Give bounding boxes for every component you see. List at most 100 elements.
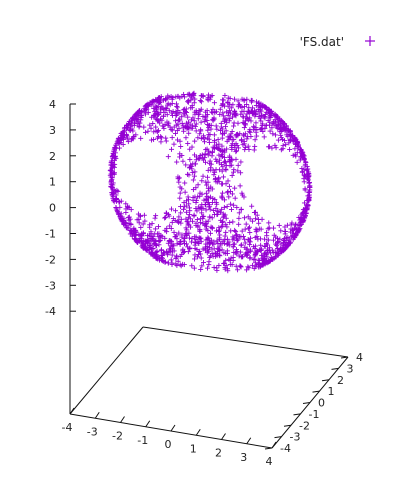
data-point [220,181,225,186]
data-point [150,221,155,226]
z-tick-labels: 43210-1-2-3-4 [45,98,76,318]
data-point [205,128,210,133]
data-point [230,219,235,224]
x-tick-label: 1 [190,442,197,455]
x-tick-mark [171,425,175,431]
data-point [169,127,174,132]
data-point [233,157,238,162]
x-tick-label: -2 [112,430,123,443]
data-point [204,191,209,196]
data-point [183,135,188,140]
data-point [212,132,217,137]
data-point [206,262,211,267]
data-point [235,238,240,243]
data-point [201,174,206,179]
data-point [233,196,238,201]
data-point [180,159,185,164]
data-point [242,215,247,220]
data-point [178,144,183,149]
data-point [209,225,214,230]
data-point [169,147,174,152]
data-point [272,143,277,148]
data-point [198,98,203,103]
x-tick-label: -3 [87,425,98,438]
data-point [253,120,258,125]
x-tick-labels: -4 -3 -2 -1 0 1 2 3 4 [62,408,276,468]
data-point [192,97,197,102]
data-point [208,207,213,212]
data-point [156,242,161,247]
data-point [192,266,197,271]
data-point [186,131,191,136]
data-points [108,91,313,273]
x-tick-mark [121,417,125,423]
data-point [142,213,147,218]
data-point [227,184,232,189]
y-tick-label: -3 [290,431,301,444]
x-tick-label: 2 [215,447,222,460]
data-point [198,128,203,133]
data-point [225,189,230,194]
data-point [236,222,241,227]
x-tick-label: 4 [266,455,273,468]
data-point [271,226,276,231]
data-point [147,222,152,227]
y-tick-mark [265,448,272,449]
data-point [138,225,143,230]
data-point [117,146,122,151]
data-point [236,216,241,221]
data-point [141,125,146,130]
data-point [287,147,292,152]
data-point [175,105,180,110]
data-point [178,204,183,209]
data-point [245,264,250,269]
data-point [153,216,158,221]
data-point [173,118,178,123]
data-point [228,202,233,207]
data-point [282,229,287,234]
data-point [238,264,243,269]
data-point [164,139,169,144]
data-point [278,228,283,233]
data-point [187,157,192,162]
data-point [214,228,219,233]
data-point [274,145,279,150]
z-tick-label: 1 [49,176,56,189]
data-point [217,232,222,237]
data-point [276,138,281,143]
y-tick-label: -1 [309,408,320,421]
data-point [238,159,243,164]
data-point [247,230,252,235]
data-point [228,228,233,233]
data-point [178,191,183,196]
data-point [199,256,204,261]
data-point [161,126,166,131]
data-point [262,134,267,139]
data-point [212,212,217,217]
data-point [210,225,215,230]
data-point [180,121,185,126]
data-point [198,220,203,225]
x-tick-mark [146,421,150,427]
x-tick-mark [222,434,226,440]
data-point [208,159,213,164]
data-point [199,99,204,104]
data-point [171,142,176,147]
data-point [156,224,161,229]
data-point [183,190,188,195]
data-point [203,151,208,156]
data-point [177,196,182,201]
x-tick-label: 0 [165,438,172,451]
data-point [208,231,213,236]
y-tick-label: 1 [328,385,335,398]
data-point [223,159,228,164]
data-point [143,130,148,135]
data-point [252,147,257,152]
data-point [224,224,229,229]
data-point [205,266,210,271]
z-tick-label: 4 [49,98,56,111]
data-point [153,125,158,130]
data-point [199,120,204,125]
data-point [249,204,254,209]
